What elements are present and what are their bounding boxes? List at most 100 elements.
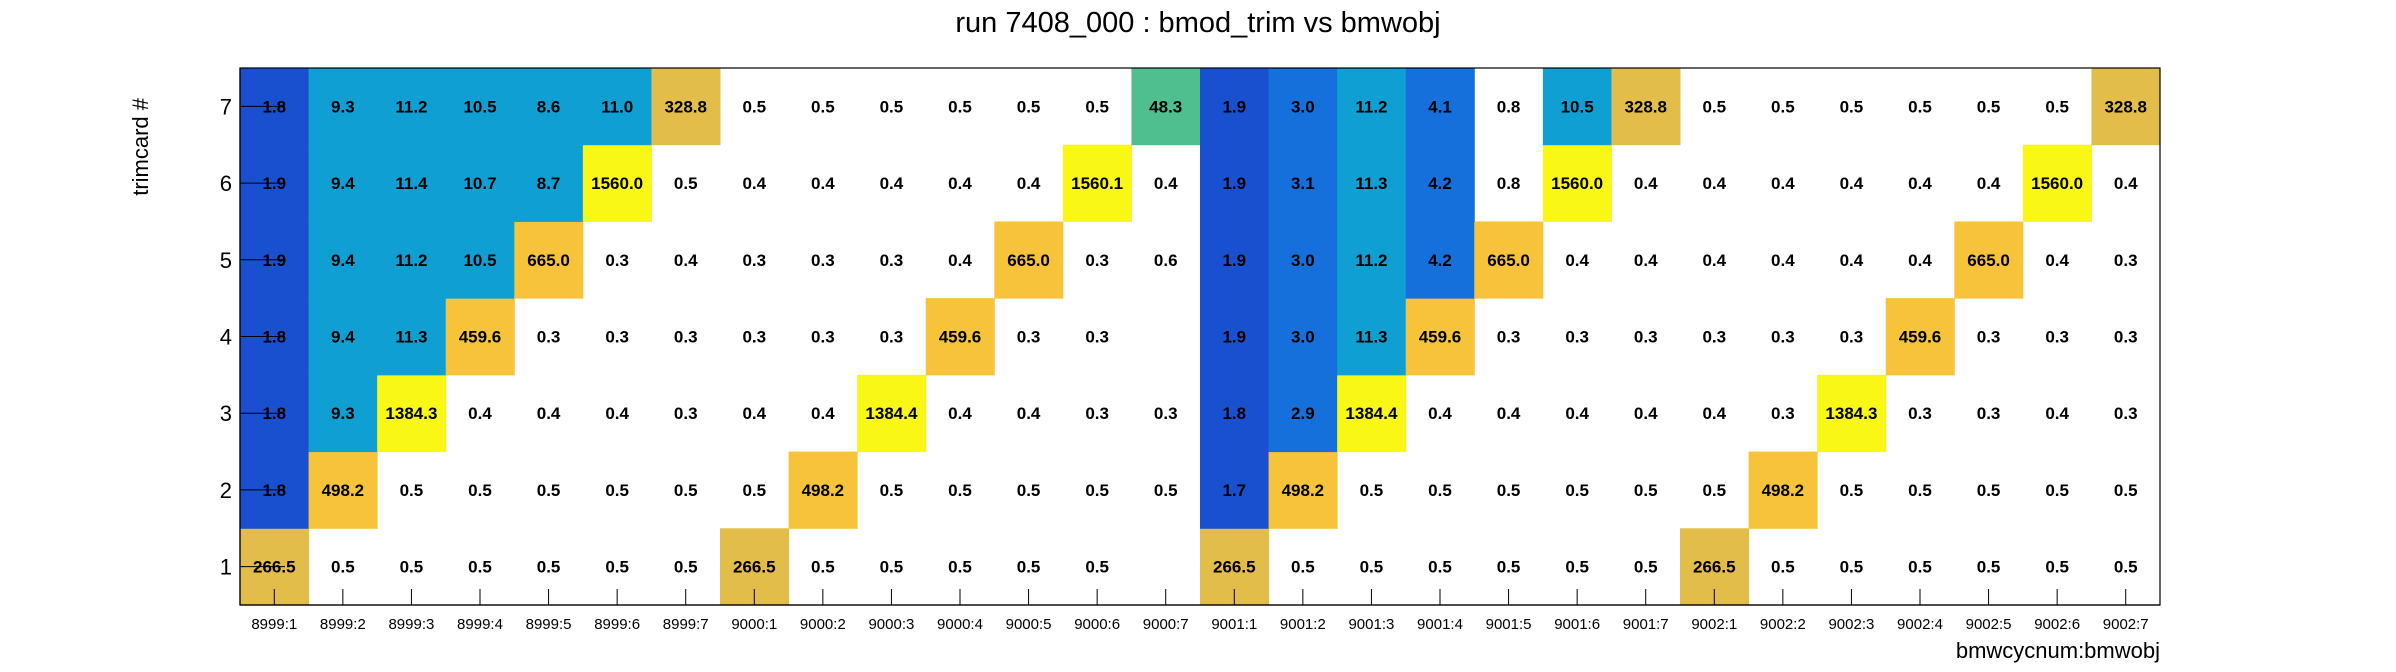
cell-value-label: 0.3 xyxy=(1977,328,2001,347)
cell-value-label: 266.5 xyxy=(1213,558,1256,577)
x-tick-label: 9002:5 xyxy=(1966,616,2012,633)
cell-value-label: 0.5 xyxy=(1771,97,1795,116)
cell-value-label: 0.5 xyxy=(674,481,698,500)
x-tick-label: 9001:2 xyxy=(1280,616,1326,633)
cell-value-label: 498.2 xyxy=(322,481,365,500)
cell-value-label: 0.5 xyxy=(1291,558,1315,577)
x-axis-title: bmwcycnum:bmwobj xyxy=(1956,638,2160,663)
cell-value-label: 0.4 xyxy=(2045,251,2069,270)
x-tick-label: 9002:4 xyxy=(1897,616,1943,633)
cell-value-label: 3.0 xyxy=(1291,97,1315,116)
heatmap-cell xyxy=(1337,221,1407,299)
heatmap-cell xyxy=(994,221,1064,299)
cell-value-label: 3.0 xyxy=(1291,328,1315,347)
cell-value-label: 0.5 xyxy=(537,558,561,577)
cell-value-label: 459.6 xyxy=(939,328,982,347)
heatmap-cell xyxy=(1200,374,1270,453)
x-tick-label: 8999:5 xyxy=(526,616,572,633)
cell-value-label: 498.2 xyxy=(1282,481,1325,500)
heatmap-cell xyxy=(1405,144,1475,222)
cell-value-label: 0.5 xyxy=(1565,481,1589,500)
cell-value-label: 0.4 xyxy=(2114,174,2138,193)
cell-value-label: 0.5 xyxy=(2045,481,2069,500)
cell-value-label: 0.5 xyxy=(1908,558,1932,577)
cell-value-label: 0.5 xyxy=(1771,558,1795,577)
cell-value-label: 0.5 xyxy=(1977,97,2001,116)
heatmap-cell xyxy=(1337,374,1407,453)
cell-value-label: 0.3 xyxy=(1977,404,2001,423)
heatmap-cell xyxy=(1474,221,1544,299)
cell-value-label: 10.5 xyxy=(1561,97,1594,116)
cell-value-label: 0.5 xyxy=(811,558,835,577)
heatmap-cell xyxy=(514,144,584,222)
heatmap-cell xyxy=(788,451,858,529)
heatmap-cell xyxy=(1337,68,1407,146)
heatmap-cell xyxy=(1748,451,1818,529)
cell-value-label: 1.9 xyxy=(1222,97,1246,116)
cell-value-label: 0.6 xyxy=(1154,251,1178,270)
cell-value-label: 665.0 xyxy=(1967,251,2010,270)
x-tick-label: 9001:5 xyxy=(1486,616,1532,633)
cell-value-label: 3.0 xyxy=(1291,251,1315,270)
heatmap-cell xyxy=(445,298,515,376)
cell-value-label: 0.4 xyxy=(948,404,972,423)
cell-value-label: 1.7 xyxy=(1222,481,1246,500)
cell-value-label: 0.4 xyxy=(811,174,835,193)
cell-value-label: 0.4 xyxy=(2045,404,2069,423)
cell-value-label: 0.5 xyxy=(674,558,698,577)
cell-value-label: 1.8 xyxy=(1222,404,1246,423)
heatmap-cell xyxy=(377,374,447,453)
heatmap-cell xyxy=(1405,68,1475,146)
cell-value-label: 328.8 xyxy=(2104,97,2147,116)
x-tick-label: 9000:5 xyxy=(1006,616,1052,633)
cell-value-label: 459.6 xyxy=(1419,328,1462,347)
cell-value-label: 9.3 xyxy=(331,404,355,423)
x-tick-label: 9001:4 xyxy=(1417,616,1463,633)
cell-value-label: 0.4 xyxy=(468,404,492,423)
cell-value-label: 0.4 xyxy=(1771,174,1795,193)
cell-value-label: 0.4 xyxy=(537,404,561,423)
cell-value-label: 0.4 xyxy=(1497,404,1521,423)
cell-value-label: 0.5 xyxy=(1977,558,2001,577)
cell-value-label: 0.4 xyxy=(1840,251,1864,270)
cell-value-label: 0.3 xyxy=(742,328,766,347)
cell-value-label: 0.5 xyxy=(1154,481,1178,500)
heatmap-cell xyxy=(514,68,584,146)
cell-value-label: 0.4 xyxy=(742,404,766,423)
x-tick-label: 8999:4 xyxy=(457,616,503,633)
heatmap-cell xyxy=(377,298,447,376)
y-tick-label: 5 xyxy=(220,248,232,273)
chart-title: run 7408_000 : bmod_trim vs bmwobj xyxy=(955,7,1440,39)
cell-value-label: 0.3 xyxy=(1565,328,1589,347)
cell-value-label: 0.3 xyxy=(1017,328,1041,347)
y-axis-title: trimcard # xyxy=(128,97,153,196)
heatmap-cells xyxy=(240,68,2161,606)
cell-value-label: 498.2 xyxy=(802,481,845,500)
cell-value-label: 0.4 xyxy=(1908,174,1932,193)
cell-value-label: 0.4 xyxy=(674,251,698,270)
heatmap-cell xyxy=(308,144,378,222)
x-tick-label: 8999:2 xyxy=(320,616,366,633)
cell-value-label: 0.3 xyxy=(1771,328,1795,347)
heatmap-cell xyxy=(1268,68,1338,146)
cell-value-label: 0.3 xyxy=(880,251,904,270)
cell-value-label: 0.4 xyxy=(1017,174,1041,193)
x-tick-label: 9000:7 xyxy=(1143,616,1189,633)
cell-value-label: 0.5 xyxy=(880,97,904,116)
heatmap-cell xyxy=(1885,298,1955,376)
cell-value-label: 0.5 xyxy=(605,558,629,577)
y-axis: 1 2 3 4 5 6 7 xyxy=(220,68,285,605)
cell-value-label: 0.5 xyxy=(1840,558,1864,577)
cell-value-label: 0.5 xyxy=(468,558,492,577)
cell-value-label: 0.5 xyxy=(400,481,424,500)
x-tick-label: 9000:2 xyxy=(800,616,846,633)
x-tick-label: 8999:7 xyxy=(663,616,709,633)
cell-value-label: 1384.4 xyxy=(865,404,918,423)
heatmap-cell xyxy=(1062,144,1132,222)
cell-value-label: 0.5 xyxy=(742,481,766,500)
heatmap-cell xyxy=(1200,144,1270,222)
cell-value-label: 0.3 xyxy=(811,251,835,270)
heatmap-cell xyxy=(582,68,652,146)
cell-value-label: 9.3 xyxy=(331,97,355,116)
heatmap-cell xyxy=(377,68,447,146)
